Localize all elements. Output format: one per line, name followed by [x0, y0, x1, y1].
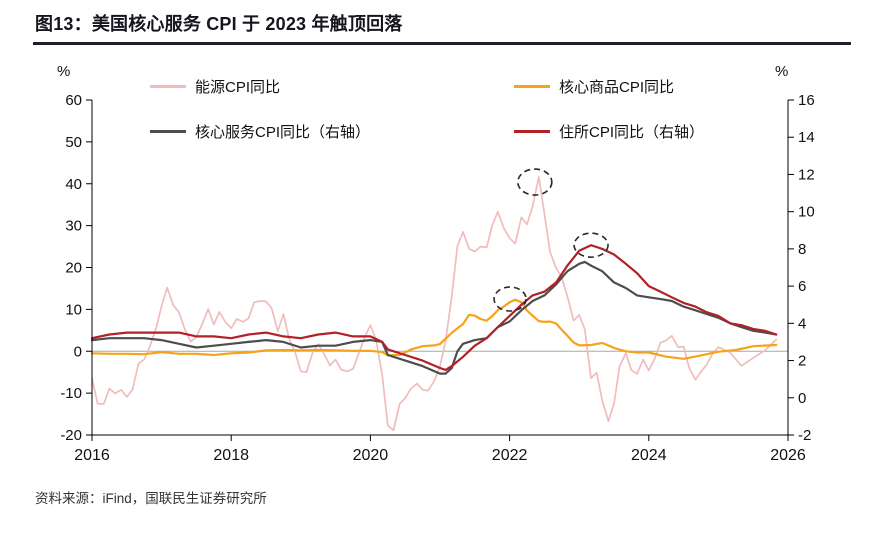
legend-item-core-goods-cpi: 核心商品CPI同比 [514, 76, 674, 97]
series-line-core-services-cpi [90, 260, 778, 375]
right-axis-tick-label: 4 [798, 315, 806, 332]
left-axis-tick-label: -20 [60, 427, 82, 444]
right-axis-tick-label: 6 [798, 278, 806, 295]
left-axis-tick-label: 50 [65, 134, 82, 151]
right-axis-tick-label: 16 [798, 92, 815, 109]
right-axis-unit-label: % [775, 63, 789, 80]
figure-title: 图13：美国核心服务 CPI 于 2023 年触顶回落 [35, 14, 403, 34]
source-note: 资料来源：iFind，国联民生证券研究所 [35, 491, 267, 506]
right-axis-tick-label: 8 [798, 241, 806, 258]
peak-annotation-circle-core-goods-peak [493, 286, 527, 312]
peak-annotation-circle-energy-peak [517, 168, 553, 196]
left-axis-tick-label: 10 [65, 301, 82, 318]
legend-item-shelter-cpi: 住所CPI同比（右轴） [514, 121, 704, 142]
left-axis-tick-label: 60 [65, 92, 82, 109]
series-line-core-goods-cpi [90, 298, 778, 360]
legend-label-core-goods-cpi: 核心商品CPI同比 [559, 79, 675, 96]
legend-label-core-services-cpi: 核心服务CPI同比（右轴） [195, 124, 371, 141]
series-line-shelter-cpi [90, 244, 778, 371]
energy-cpi-line-swatch [150, 85, 186, 88]
x-axis-tick-label: 2016 [74, 447, 110, 464]
left-axis-tick-label: -10 [60, 385, 82, 402]
legend-label-energy-cpi: 能源CPI同比 [195, 79, 281, 96]
left-axis-tick-label: 0 [74, 343, 82, 360]
left-axis-tick-label: 20 [65, 260, 82, 277]
core-services-cpi-line-swatch [150, 130, 186, 133]
legend-label-shelter-cpi: 住所CPI同比（右轴） [559, 124, 705, 141]
x-axis-tick-label: 2020 [353, 447, 389, 464]
x-axis-tick-label: 2026 [770, 447, 806, 464]
right-axis-tick-label: 12 [798, 166, 815, 183]
shelter-cpi-line-swatch [514, 130, 550, 133]
x-axis-tick-label: 2018 [213, 447, 249, 464]
legend-item-energy-cpi: 能源CPI同比 [150, 76, 280, 97]
title-divider [33, 42, 851, 45]
x-axis-tick-label: 2022 [492, 447, 528, 464]
left-axis-tick-label: 30 [65, 218, 82, 235]
x-axis-tick-label: 2024 [631, 447, 667, 464]
right-axis-tick-label: 14 [798, 129, 815, 146]
legend-item-core-services-cpi: 核心服务CPI同比（右轴） [150, 121, 370, 142]
right-axis-tick-label: 10 [798, 204, 815, 221]
peak-annotation-circle-shelter-peak [573, 232, 609, 258]
right-axis-tick-label: 2 [798, 353, 806, 370]
left-axis-unit-label: % [57, 63, 71, 80]
left-axis-tick-label: 40 [65, 176, 82, 193]
series-line-energy-cpi [91, 176, 778, 432]
right-axis-tick-label: 0 [798, 390, 806, 407]
core-goods-cpi-line-swatch [514, 85, 550, 88]
right-axis-tick-label: -2 [798, 427, 811, 444]
